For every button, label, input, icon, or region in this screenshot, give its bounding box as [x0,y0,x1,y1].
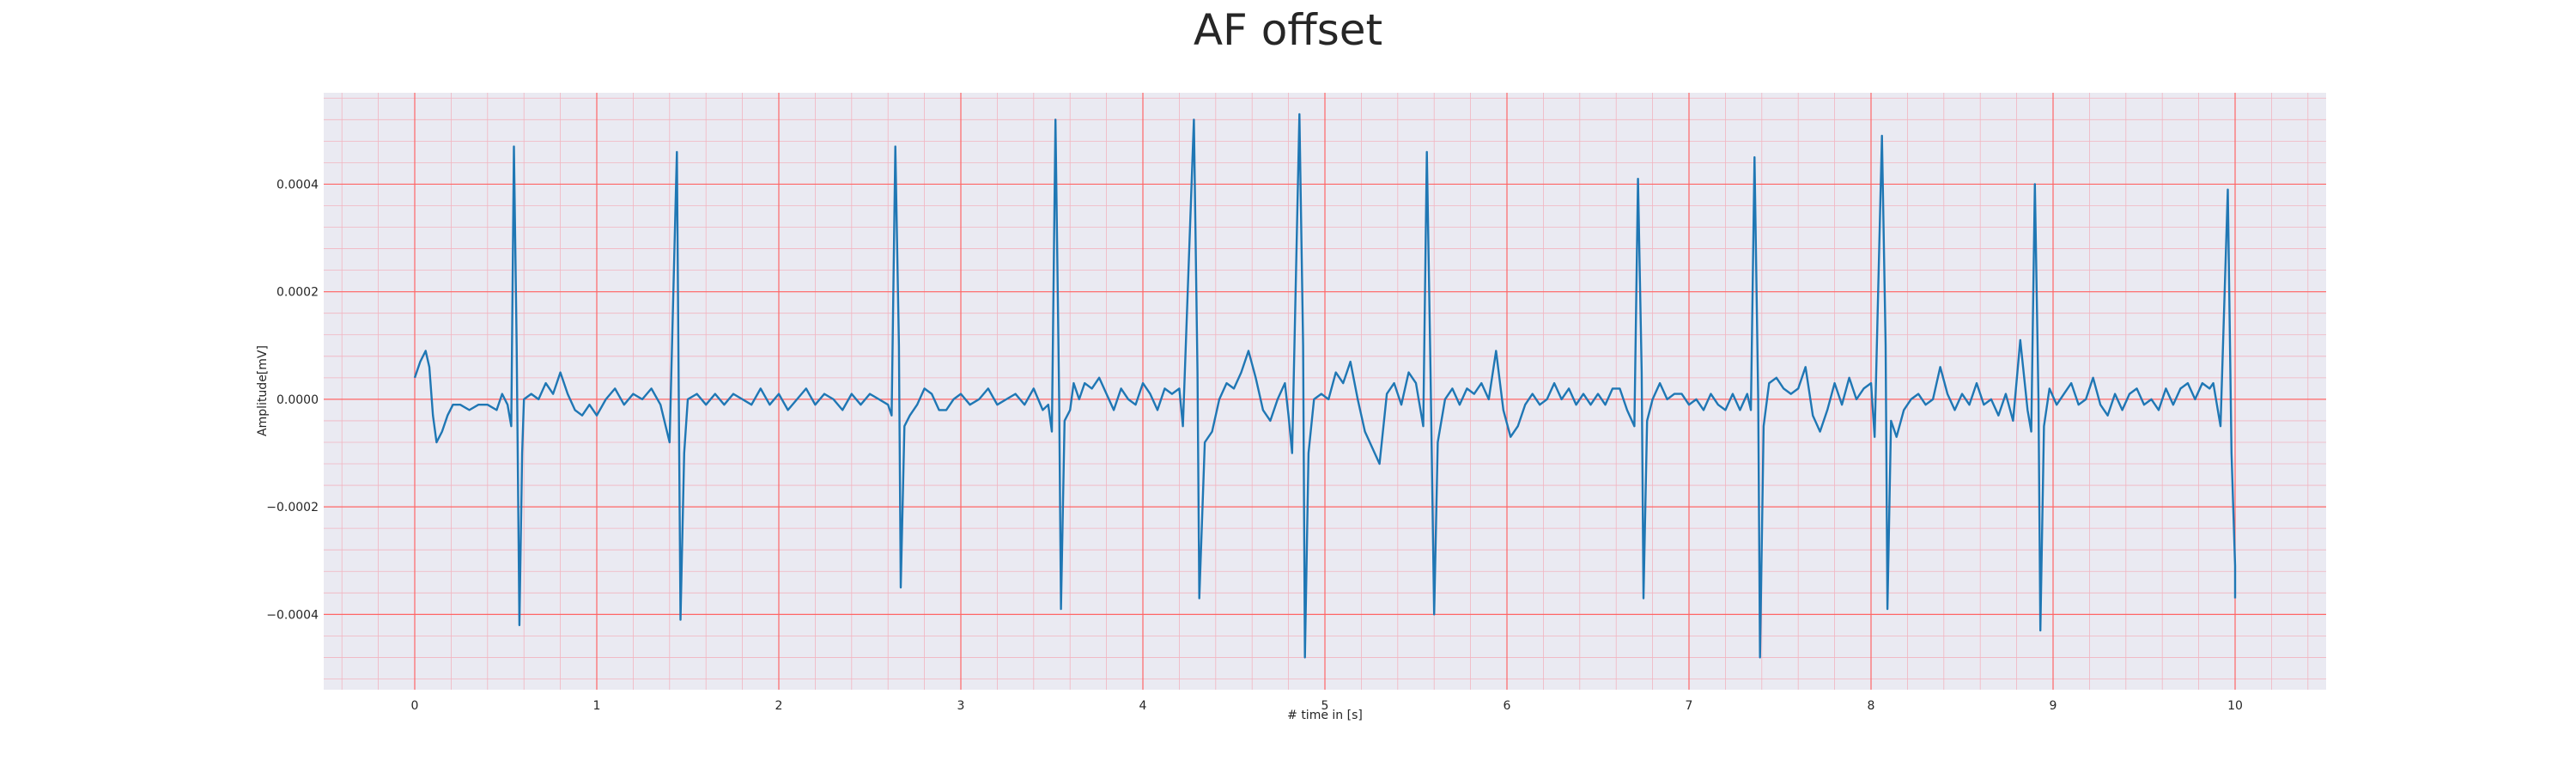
x-tick-label: 1 [593,699,601,713]
x-tick-label: 3 [957,699,965,713]
x-tick-label: 0 [411,699,419,713]
x-tick-label: 6 [1504,699,1511,713]
x-axis-ticks: 0 1 2 3 4 5 6 7 8 9 10 [411,699,2243,713]
x-tick-label: 9 [2050,699,2057,713]
y-tick-label: 0.0000 [276,393,319,407]
x-tick-label: 5 [1321,699,1329,713]
chart-title: AF offset [1193,5,1383,55]
x-tick-label: 10 [2227,699,2243,713]
y-tick-label: −0.0002 [266,501,319,514]
y-axis-ticks: −0.0004 −0.0002 0.0000 0.0002 0.0004 [266,178,319,622]
series-group [413,113,2237,659]
y-tick-label: 0.0002 [276,286,319,300]
x-axis-label: # time in [s] [1287,709,1363,722]
x-tick-label: 2 [775,699,783,713]
x-tick-label: 4 [1139,699,1147,713]
x-tick-label: 8 [1868,699,1875,713]
y-tick-label: 0.0004 [276,178,319,192]
y-tick-label: −0.0004 [266,608,319,622]
x-tick-label: 7 [1686,699,1693,713]
ecg-signal-line [413,113,2237,659]
y-axis-label: Amplitude[mV] [256,345,270,436]
